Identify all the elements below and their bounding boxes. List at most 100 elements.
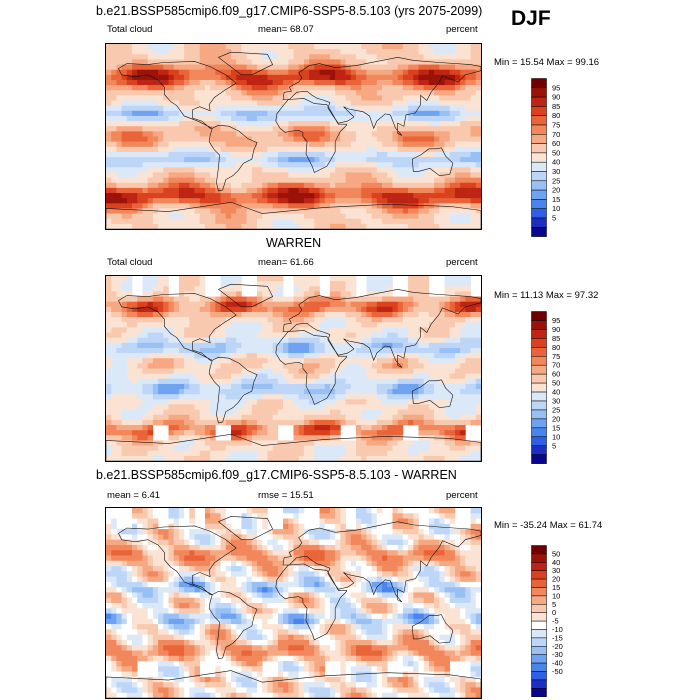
colorbar-tick-label: 95 xyxy=(552,83,560,92)
coastline xyxy=(412,615,453,644)
colorbar-box xyxy=(531,454,547,464)
colorbar-tick-label: 5 xyxy=(552,441,556,450)
colorbar-box xyxy=(531,604,547,613)
colorbar-tick-label: 85 xyxy=(552,334,560,343)
colorbar-box xyxy=(531,338,547,348)
panel2-colorbar: 95 90 85 80 75 70 60 50 40 30 25 20 15 10 5 xyxy=(531,311,581,465)
colorbar-tick-label: 10 xyxy=(552,591,560,600)
colorbar-box xyxy=(531,115,547,126)
colorbar-tick-label: 30 xyxy=(552,397,560,406)
panel1-colorbar: 95 90 85 80 75 70 60 50 40 30 25 20 15 10 5 xyxy=(531,78,581,238)
colorbar-tick-label: -5 xyxy=(552,617,559,626)
colorbar-box xyxy=(531,612,547,622)
colorbar-tick-label: 0 xyxy=(552,608,556,617)
colorbar-box xyxy=(531,445,547,455)
coastline xyxy=(106,671,481,698)
coastline xyxy=(412,380,453,408)
colorbar-box xyxy=(531,364,547,375)
coastline xyxy=(283,57,481,135)
colorbar-tick-label: 25 xyxy=(552,405,560,414)
colorbar-tick-label: 95 xyxy=(552,316,560,325)
colorbar-box xyxy=(531,189,547,200)
colorbar-box xyxy=(531,347,547,357)
colorbar-tick-label: 50 xyxy=(552,379,560,388)
colorbar-tick-label: -30 xyxy=(552,650,563,659)
panel2-minmax: Min = 11.13 Max = 97.32 xyxy=(494,290,599,301)
colorbar-tick-label: 70 xyxy=(552,361,560,370)
coastline xyxy=(106,434,481,461)
colorbar-box xyxy=(531,96,547,107)
colorbar-box xyxy=(531,356,547,366)
panel3-units-label: percent xyxy=(446,490,478,501)
colorbar-box xyxy=(531,436,547,447)
colorbar-tick-label: 5 xyxy=(552,214,556,223)
colorbar-box xyxy=(531,662,547,672)
panel2-units-label: percent xyxy=(446,257,478,268)
panel1-title: b.e21.BSSP585cmip6.f09_g17.CMIP6-SSP5-8.… xyxy=(96,4,483,18)
colorbar-tick-label: 60 xyxy=(552,370,560,379)
colorbar-box xyxy=(531,373,547,384)
colorbar-tick-label: 20 xyxy=(552,575,560,584)
colorbar-box xyxy=(531,587,547,597)
coastline xyxy=(276,98,347,172)
colorbar-box xyxy=(531,570,547,580)
coastline xyxy=(209,591,257,659)
panel3-left-label: mean = 6.41 xyxy=(107,490,161,501)
colorbar-box xyxy=(531,143,547,154)
season-label: DJF xyxy=(511,7,551,30)
colorbar-tick-label: 10 xyxy=(552,204,560,213)
colorbar-box xyxy=(531,595,547,605)
colorbar-box xyxy=(531,671,547,681)
colorbar-tick-label: -50 xyxy=(552,667,563,676)
colorbar-tick-label: 40 xyxy=(552,158,560,167)
colorbar-box xyxy=(531,391,547,402)
colorbar-box xyxy=(531,382,547,393)
colorbar-tick-label: 20 xyxy=(552,414,560,423)
colorbar-box xyxy=(531,161,547,172)
colorbar-box xyxy=(531,562,547,571)
colorbar-tick-label: 30 xyxy=(552,566,560,575)
coastline xyxy=(276,564,347,640)
colorbar-tick-label: 80 xyxy=(552,343,560,352)
colorbar-tick-label: 50 xyxy=(552,148,560,157)
colorbar-box xyxy=(531,227,547,237)
panel3-minmax: Min = -35.24 Max = 61.74 xyxy=(494,520,603,531)
colorbar-box xyxy=(531,553,547,563)
panel1-minmax: Min = 15.54 Max = 99.16 xyxy=(494,57,600,68)
colorbar-box xyxy=(531,629,547,639)
coastline xyxy=(219,52,273,75)
panel1-left-label: Total cloud xyxy=(107,24,153,35)
colorbar-box xyxy=(531,654,547,664)
panel3-colorbar: 50 40 30 20 15 10 5 0 -5 -10 -15 -20 -30 -40 -50 xyxy=(531,545,581,698)
colorbar-box xyxy=(531,646,547,655)
colorbar-tick-label: -15 xyxy=(552,633,563,642)
colorbar-tick-label: 40 xyxy=(552,388,560,397)
colorbar-box xyxy=(531,87,547,98)
panel2-map xyxy=(105,275,482,462)
colorbar-box xyxy=(531,311,547,321)
colorbar-tick-label: 40 xyxy=(552,558,560,567)
colorbar-tick-label: 20 xyxy=(552,186,560,195)
colorbar-box xyxy=(531,578,547,588)
coastline xyxy=(219,284,273,307)
panel1-map xyxy=(105,43,482,230)
panel3-rmse-label: rmse = 15.51 xyxy=(258,490,314,501)
colorbar-tick-label: -20 xyxy=(552,642,563,651)
coastline xyxy=(412,148,453,176)
colorbar-box xyxy=(531,320,547,330)
colorbar-box xyxy=(531,545,547,555)
colorbar-tick-label: 5 xyxy=(552,600,556,609)
colorbar-tick-label: 10 xyxy=(552,432,560,441)
colorbar-box xyxy=(531,78,547,89)
coastline xyxy=(119,61,237,128)
colorbar-tick-label: 85 xyxy=(552,102,560,111)
colorbar-box xyxy=(531,409,547,420)
panel2-left-label: Total cloud xyxy=(107,257,153,268)
coastline xyxy=(283,289,481,367)
colorbar-tick-label: 15 xyxy=(552,423,560,432)
colorbar-box xyxy=(531,637,547,647)
colorbar-box xyxy=(531,152,547,163)
colorbar-box xyxy=(531,679,547,689)
colorbar-tick-label: 30 xyxy=(552,167,560,176)
panel1-mean-label: mean= 68.07 xyxy=(258,24,314,35)
